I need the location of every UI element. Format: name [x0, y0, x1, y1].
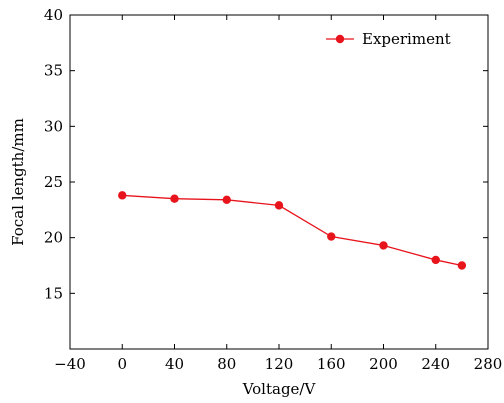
y-axis-ticks: 15 20 25 30 35 40: [44, 6, 488, 302]
data-point: [379, 241, 388, 250]
legend-label: Experiment: [362, 30, 451, 48]
x-tick-label: 80: [217, 355, 236, 373]
data-point: [457, 261, 467, 270]
y-tick-label: 20: [44, 229, 63, 247]
x-tick-label: 0: [117, 355, 127, 373]
y-tick-label: 30: [44, 117, 63, 135]
legend-marker: [335, 34, 345, 44]
data-point: [327, 232, 336, 241]
data-point: [170, 194, 179, 203]
series-line: [122, 194, 463, 267]
x-tick-label: −40: [54, 355, 86, 373]
x-tick-label: 200: [369, 355, 398, 373]
x-axis-label: Voltage/V: [242, 380, 317, 398]
legend: Experiment: [326, 30, 451, 48]
data-point: [274, 201, 284, 210]
x-tick-label: 40: [165, 355, 184, 373]
x-tick-label: 280: [474, 355, 503, 373]
x-axis-ticks: −40 0 40 80 120 160 200 240 280: [54, 15, 502, 373]
plot-frame: [69, 14, 489, 350]
y-tick-label: 15: [44, 284, 63, 302]
x-tick-label: 160: [317, 355, 346, 373]
y-axis-label: Focal length/mm: [9, 118, 27, 246]
y-tick-label: 35: [44, 62, 63, 80]
x-tick-label: 120: [265, 355, 294, 373]
data-point: [222, 195, 231, 205]
series-layer: [118, 191, 467, 270]
y-tick-label: 25: [44, 173, 63, 191]
y-tick-label: 40: [44, 6, 63, 24]
x-tick-label: 240: [421, 355, 450, 373]
data-point: [431, 255, 440, 265]
data-point: [118, 191, 127, 200]
